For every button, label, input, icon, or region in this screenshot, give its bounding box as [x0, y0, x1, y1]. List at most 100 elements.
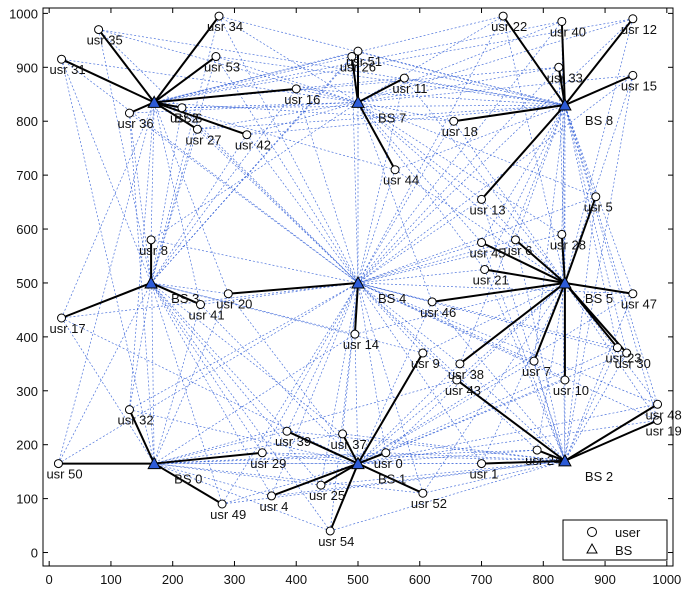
- interference-link: [536, 282, 566, 451]
- association-link: [286, 430, 359, 465]
- interference-link: [357, 21, 562, 103]
- interference-link: [357, 66, 559, 103]
- user-label: usr 25: [309, 488, 345, 503]
- interference-link: [564, 104, 658, 405]
- interference-link: [481, 282, 566, 464]
- interference-link: [357, 347, 618, 464]
- bs-label: BS 3: [171, 291, 199, 306]
- user-marker: [94, 25, 104, 35]
- interference-link: [153, 304, 201, 464]
- user-marker: [477, 194, 487, 204]
- legend-bs-marker: [586, 542, 598, 554]
- interference-link: [129, 282, 359, 410]
- association-link: [536, 449, 566, 462]
- user-marker: [267, 491, 277, 501]
- association-link: [97, 28, 155, 103]
- interference-link: [61, 58, 359, 284]
- interference-link: [357, 282, 633, 295]
- user-marker: [554, 62, 564, 72]
- interference-link: [286, 430, 565, 462]
- interference-link: [154, 430, 288, 464]
- interference-link: [515, 239, 566, 461]
- interference-link: [218, 15, 565, 106]
- interference-link: [329, 282, 359, 531]
- interference-link: [246, 104, 565, 136]
- bs-marker: [147, 95, 162, 108]
- user-label: usr 13: [470, 202, 506, 217]
- interference-link: [200, 282, 359, 305]
- user-marker: [532, 445, 542, 455]
- interference-link: [61, 282, 359, 319]
- user-marker: [214, 11, 224, 21]
- association-link: [61, 58, 155, 104]
- interference-link: [357, 242, 482, 284]
- association-link: [564, 403, 659, 462]
- bs-label: BS 6: [174, 110, 202, 125]
- bs-label: BS 0: [174, 472, 202, 487]
- association-link: [564, 419, 658, 462]
- interference-link: [261, 282, 359, 453]
- user-label: usr 2: [170, 111, 199, 126]
- interference-link: [357, 449, 538, 464]
- interference-link: [150, 107, 183, 284]
- user-marker: [57, 54, 67, 64]
- association-link: [564, 18, 634, 106]
- interference-link: [330, 460, 566, 532]
- x-tick-label: 500: [347, 572, 369, 587]
- association-link: [228, 281, 359, 295]
- interference-link: [150, 56, 217, 284]
- interference-link: [357, 293, 634, 464]
- interference-link: [357, 102, 482, 243]
- user-label: usr 12: [621, 22, 657, 37]
- y-tick-label: 300: [16, 384, 38, 399]
- user-label: usr 53: [204, 60, 240, 75]
- user-label: usr 10: [553, 383, 589, 398]
- interference-link: [561, 21, 566, 283]
- user-marker: [557, 16, 567, 26]
- interference-link: [296, 88, 565, 106]
- interference-link: [181, 107, 359, 284]
- user-label: usr 21: [473, 272, 509, 287]
- association-link: [564, 281, 634, 295]
- association-link: [153, 101, 198, 131]
- association-link: [357, 352, 424, 465]
- user-label: usr 32: [117, 413, 153, 428]
- interference-link: [357, 199, 482, 284]
- user-marker: [177, 103, 187, 113]
- user-marker: [529, 356, 539, 366]
- user-label: usr 49: [210, 507, 246, 522]
- user-label: usr 54: [318, 534, 354, 549]
- association-link: [459, 282, 566, 365]
- interference-link: [357, 21, 563, 284]
- user-label: usr 26: [340, 60, 376, 75]
- x-tick-label: 700: [471, 572, 493, 587]
- legend: user BS: [562, 519, 668, 561]
- interference-link: [357, 360, 535, 464]
- user-label: usr 45: [470, 246, 506, 261]
- user-label: usr 22: [491, 19, 527, 34]
- association-link: [563, 196, 597, 284]
- user-marker: [427, 297, 437, 307]
- y-tick-label: 900: [16, 60, 38, 75]
- user-label: usr 44: [383, 173, 419, 188]
- user-label: usr 37: [331, 437, 367, 452]
- user-label: usr 30: [615, 356, 651, 371]
- user-marker: [325, 526, 335, 536]
- user-marker: [591, 192, 601, 202]
- interference-link: [150, 129, 198, 284]
- interference-link: [154, 56, 352, 103]
- interference-link: [564, 104, 618, 348]
- interference-link: [181, 101, 359, 109]
- interference-link: [215, 56, 359, 103]
- user-marker: [350, 329, 360, 339]
- user-label: usr 34: [207, 19, 243, 34]
- interference-link: [151, 282, 229, 295]
- user-label: usr 20: [216, 297, 252, 312]
- interference-link: [153, 293, 229, 464]
- user-label: usr 38: [448, 367, 484, 382]
- interference-link: [357, 282, 535, 362]
- x-tick-label: 100: [100, 572, 122, 587]
- interference-link: [351, 56, 359, 283]
- association-link: [61, 282, 152, 319]
- interference-link: [61, 59, 152, 284]
